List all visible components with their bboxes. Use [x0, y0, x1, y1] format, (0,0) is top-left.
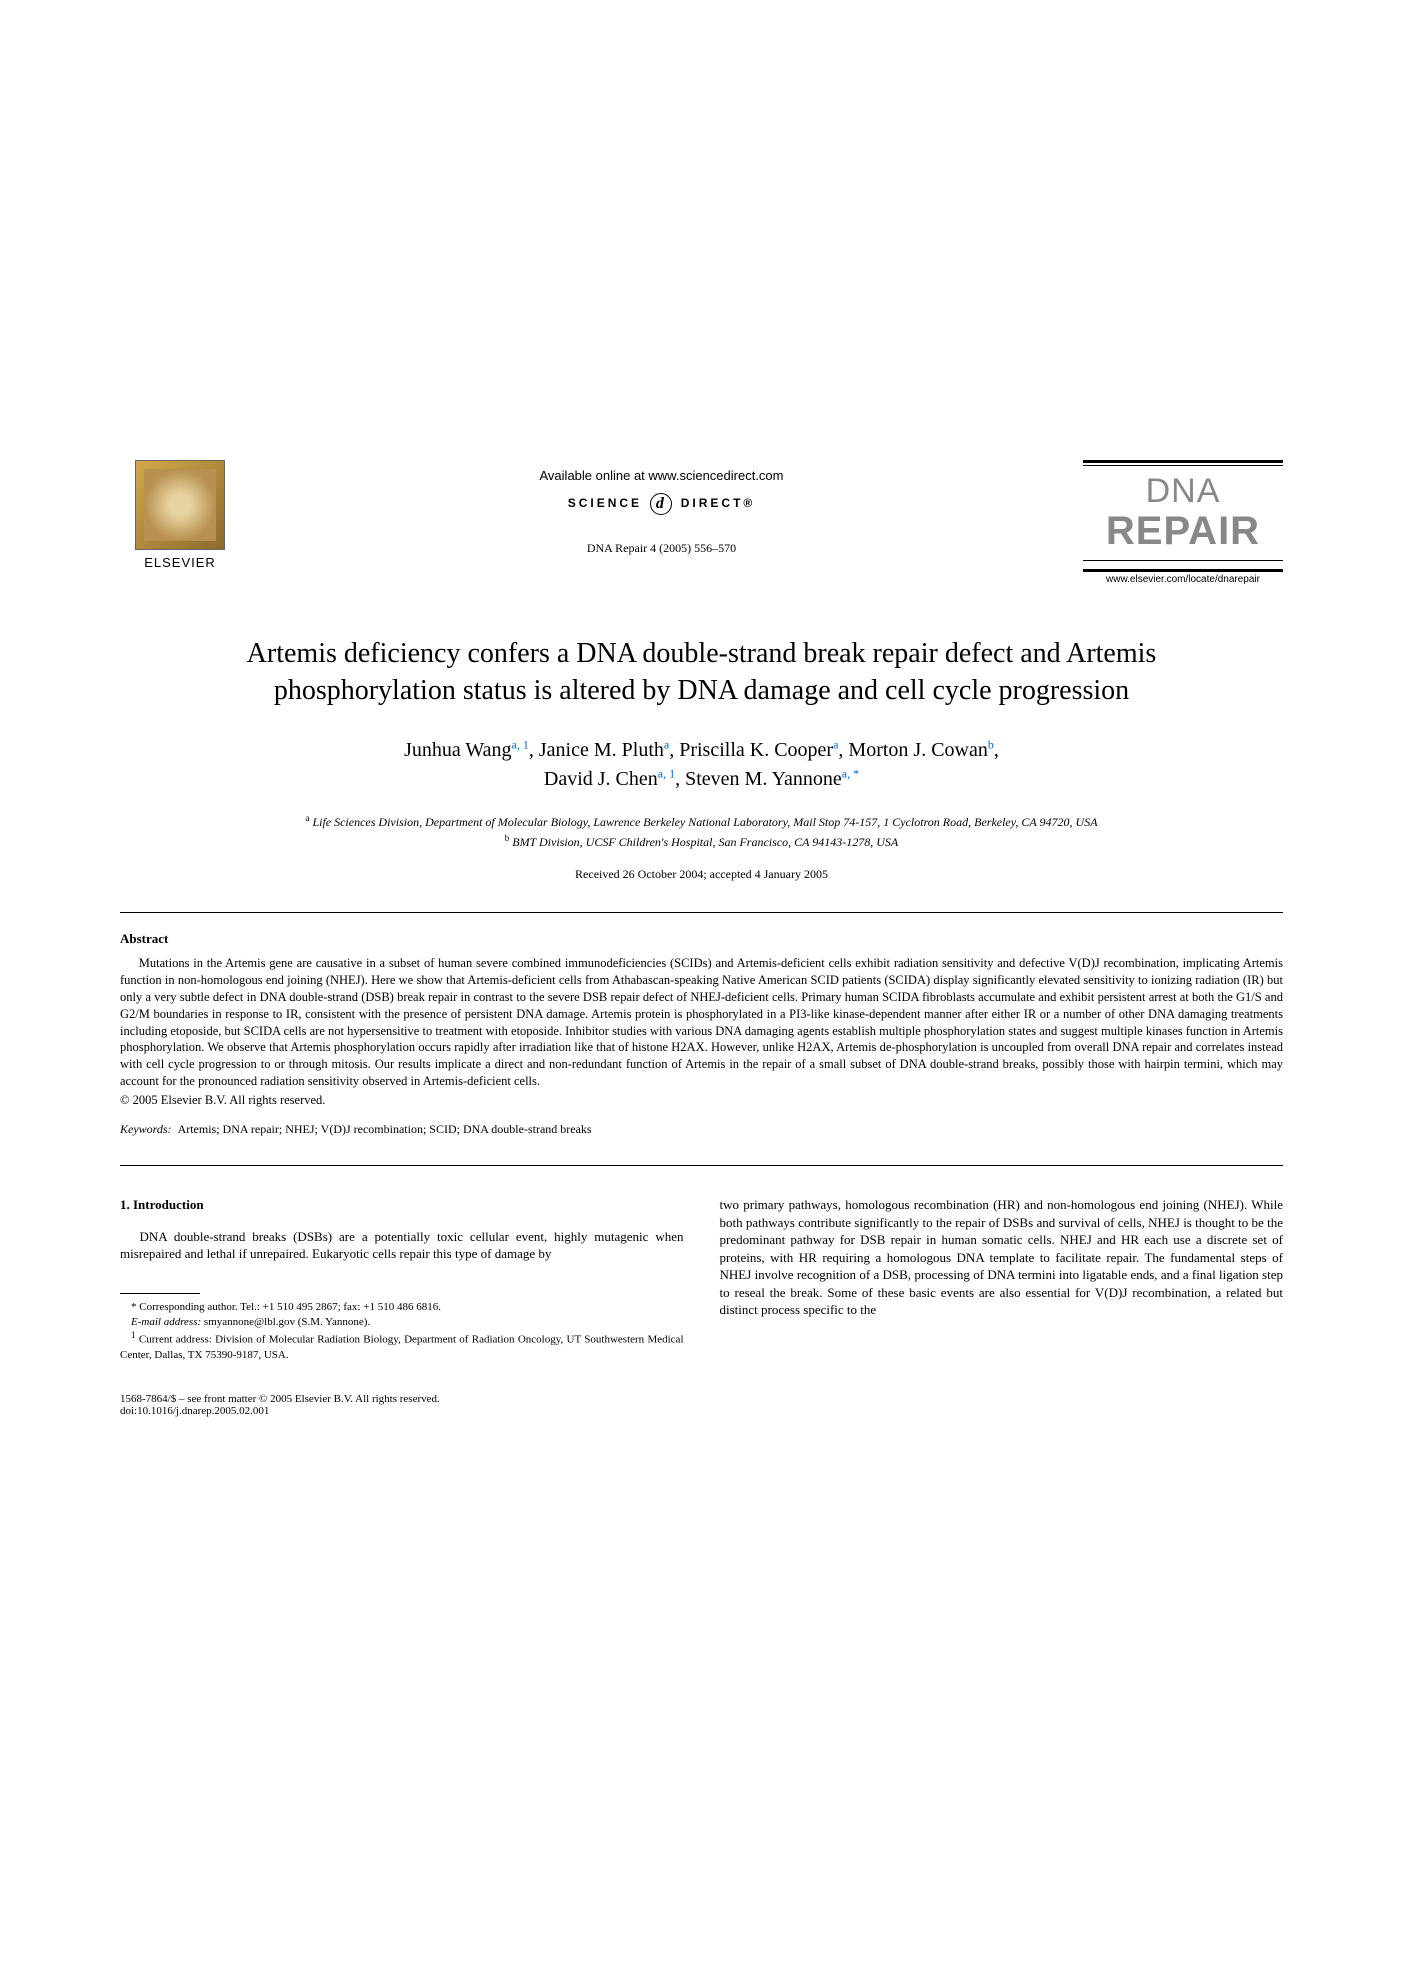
email-label: E-mail address:	[131, 1316, 201, 1328]
front-matter-line: 1568-7864/$ – see front matter © 2005 El…	[120, 1393, 1283, 1405]
journal-name: DNA REPAIR	[1083, 474, 1283, 552]
brand-rule-thick-2	[1083, 569, 1283, 572]
column-right: two primary pathways, homologous recombi…	[720, 1196, 1284, 1363]
page-footer: 1568-7864/$ – see front matter © 2005 El…	[120, 1393, 1283, 1417]
brand-rule-thick	[1083, 460, 1283, 463]
received-dates: Received 26 October 2004; accepted 4 Jan…	[120, 867, 1283, 882]
email-value: smyannone@lbl.gov (S.M. Yannone).	[204, 1316, 370, 1328]
affiliation-a: Life Sciences Division, Department of Mo…	[312, 815, 1097, 829]
doi-line: doi:10.1016/j.dnarep.2005.02.001	[120, 1405, 1283, 1417]
abstract-copyright: © 2005 Elsevier B.V. All rights reserved…	[120, 1093, 1283, 1108]
column-left: 1. Introduction DNA double-strand breaks…	[120, 1196, 684, 1363]
sd-circle-icon: d	[650, 493, 672, 515]
header-row: ELSEVIER Available online at www.science…	[120, 460, 1283, 585]
intro-paragraph-2: two primary pathways, homologous recombi…	[720, 1196, 1284, 1319]
keywords-label: Keywords:	[120, 1122, 172, 1136]
footnote-corresponding: * Corresponding author. Tel.: +1 510 495…	[120, 1300, 684, 1315]
journal-name-line2: REPAIR	[1106, 509, 1260, 553]
publisher-name: ELSEVIER	[120, 555, 240, 570]
journal-brand-block: DNA REPAIR www.elsevier.com/locate/dnare…	[1083, 460, 1283, 585]
sd-word1: SCIENCE	[568, 496, 642, 510]
journal-page: ELSEVIER Available online at www.science…	[0, 0, 1403, 1477]
abstract-heading: Abstract	[120, 931, 1283, 947]
title-block: Artemis deficiency confers a DNA double-…	[120, 635, 1283, 882]
author-list: Junhua Wanga, 1, Janice M. Plutha, Prisc…	[120, 736, 1283, 794]
current-address-text: Current address: Division of Molecular R…	[120, 1334, 684, 1361]
affiliation-b: BMT Division, UCSF Children's Hospital, …	[512, 835, 898, 849]
section-1-heading: 1. Introduction	[120, 1196, 684, 1214]
available-online-text: Available online at www.sciencedirect.co…	[240, 468, 1083, 483]
journal-name-line1: DNA	[1146, 472, 1221, 510]
footnote-rule	[120, 1293, 200, 1294]
abstract-text: Mutations in the Artemis gene are causat…	[120, 955, 1283, 1090]
intro-paragraph-1: DNA double-strand breaks (DSBs) are a po…	[120, 1228, 684, 1263]
science-direct-logo: SCIENCE d DIRECT®	[240, 493, 1083, 515]
header-center: Available online at www.sciencedirect.co…	[240, 460, 1083, 556]
article-title: Artemis deficiency confers a DNA double-…	[170, 635, 1233, 711]
keywords-line: Keywords: Artemis; DNA repair; NHEJ; V(D…	[120, 1122, 1283, 1137]
elsevier-tree-logo	[135, 460, 225, 550]
horizontal-rule	[120, 912, 1283, 913]
brand-rule-thin-2	[1083, 560, 1283, 561]
footnote-address: 1 Current address: Division of Molecular…	[120, 1329, 684, 1362]
horizontal-rule-2	[120, 1165, 1283, 1166]
publisher-block: ELSEVIER	[120, 460, 240, 570]
citation-reference: DNA Repair 4 (2005) 556–570	[240, 541, 1083, 556]
keywords-values: Artemis; DNA repair; NHEJ; V(D)J recombi…	[178, 1122, 592, 1136]
sd-word2: DIRECT®	[681, 496, 756, 510]
body-two-column: 1. Introduction DNA double-strand breaks…	[120, 1196, 1283, 1363]
affiliations: a Life Sciences Division, Department of …	[120, 812, 1283, 851]
brand-rule-thin	[1083, 465, 1283, 466]
journal-url: www.elsevier.com/locate/dnarepair	[1083, 574, 1283, 585]
footnote-email: E-mail address: smyannone@lbl.gov (S.M. …	[120, 1315, 684, 1330]
corr-author-text: Corresponding author. Tel.: +1 510 495 2…	[139, 1301, 441, 1313]
